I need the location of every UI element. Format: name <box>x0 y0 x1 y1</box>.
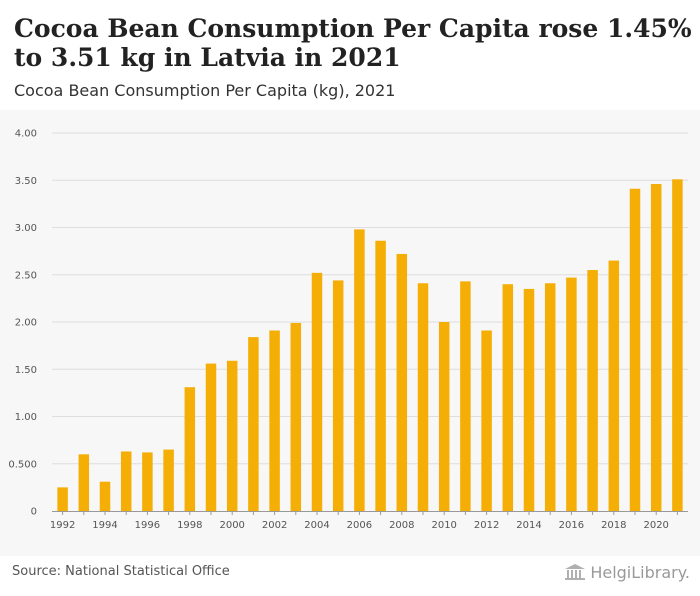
bar-2018 <box>608 260 620 511</box>
x-tick-label: 1998 <box>177 520 202 531</box>
bar-2008 <box>396 253 408 511</box>
bar-2017 <box>587 270 598 511</box>
bar-2016 <box>566 277 577 511</box>
bar-1994 <box>99 481 111 511</box>
bar-2012 <box>481 330 492 511</box>
x-tick-label: 2018 <box>601 520 626 531</box>
x-tick-label: 2016 <box>559 520 584 531</box>
y-tick-label: 0.500 <box>8 459 37 470</box>
y-tick-label: 3.00 <box>15 223 37 234</box>
bar-2020 <box>650 184 662 511</box>
y-tick-label: 4.00 <box>15 129 37 140</box>
bar-2011 <box>460 281 471 511</box>
bar-2014 <box>523 288 535 511</box>
x-tick-label: 2002 <box>262 520 287 531</box>
brand-logo[interactable]: HelgiLibrary. <box>564 560 690 584</box>
bar-2006 <box>354 229 365 511</box>
x-tick-label: 2014 <box>516 520 541 531</box>
bar-2021 <box>672 179 683 511</box>
bar-1993 <box>78 454 90 511</box>
x-tick-label: 2012 <box>474 520 499 531</box>
x-tick-label: 1992 <box>50 520 75 531</box>
x-tick-label: 1994 <box>92 520 117 531</box>
bar-chart: 0 0.500 1.00 1.50 2.00 2.50 3.00 3.50 4.00 1992 19… <box>8 129 688 531</box>
y-tick-label: 2.00 <box>15 318 37 329</box>
x-tick-label: 2010 <box>431 520 456 531</box>
y-tick-label: 2.50 <box>15 270 37 281</box>
library-building-icon <box>565 564 586 580</box>
bar-1998 <box>184 387 196 511</box>
bar-1997 <box>163 449 174 511</box>
x-tick-label: 2020 <box>643 520 668 531</box>
y-tick-label: 1.50 <box>15 365 37 376</box>
bar-2007 <box>375 240 386 512</box>
brand-name: HelgiLibrary. <box>590 562 690 582</box>
bar-2004 <box>311 272 323 511</box>
bar-2001 <box>248 337 259 511</box>
bar-2005 <box>332 280 344 511</box>
x-tick-label: 2006 <box>347 520 372 531</box>
bar-1999 <box>205 363 217 511</box>
chart-subtitle: Cocoa Bean Consumption Per Capita (kg), … <box>14 81 396 100</box>
bar-2003 <box>290 322 302 511</box>
bar-2002 <box>269 330 280 511</box>
page-title: Cocoa Bean Consumption Per Capita rose 1… <box>14 14 692 72</box>
bar-2013 <box>502 284 514 511</box>
bar-2010 <box>438 322 450 511</box>
bar-2009 <box>417 283 429 511</box>
bar-2000 <box>226 360 238 511</box>
y-tick-label: 1.00 <box>15 412 37 423</box>
source-note: Source: National Statistical Office <box>12 564 230 579</box>
x-tick-label: 1996 <box>135 520 160 531</box>
x-tick-label: 2000 <box>219 520 244 531</box>
x-tick-label: 2004 <box>304 520 329 531</box>
bar-1995 <box>120 451 132 511</box>
chart-panel: 0 0.500 1.00 1.50 2.00 2.50 3.00 3.50 4.00 1992 19… <box>0 110 700 556</box>
bar-2015 <box>544 283 556 511</box>
y-tick-label: 3.50 <box>15 176 37 187</box>
bar-1996 <box>142 452 153 511</box>
bar-1992 <box>57 487 68 512</box>
y-tick-label: 0 <box>31 507 37 518</box>
x-tick-label: 2008 <box>389 520 414 531</box>
bar-2019 <box>629 188 641 511</box>
